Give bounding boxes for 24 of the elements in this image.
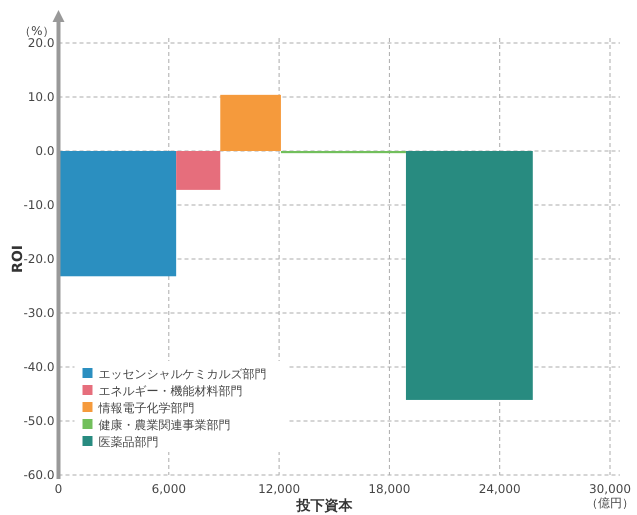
y-tick-label: -30.0 [23,306,54,320]
text: （億円） [586,496,634,510]
y-tick-label: -20.0 [23,252,54,266]
y-tick-label: -40.0 [23,360,54,374]
legend-label: 医薬品部門 [98,435,158,449]
x-tick-label: 18,000 [368,482,410,496]
y-tick-label: 0.0 [35,144,54,158]
y-tick-label: 10.0 [28,90,54,104]
legend-label: 健康・農業関連事業部門 [98,418,230,432]
x-tick-label: 12,000 [258,482,300,496]
x-tick-label: 30,000 [589,482,631,496]
y-axis-title: ROI [10,245,26,273]
x-tick-label: 24,000 [478,482,521,496]
y-tick-label: 20.0 [28,36,54,50]
legend-label: エネルギー・機能材料部門 [98,384,242,398]
legend-label: エッセンシャルケミカルズ部門 [98,367,266,381]
text: （%） [19,24,54,38]
x-axis-title: 投下資本 [295,498,354,514]
x-tick-label: 6,000 [152,482,186,496]
y-tick-label: -60.0 [23,468,54,482]
x-tick-label: 0 [54,482,62,496]
y-tick-label: -10.0 [23,198,54,212]
y-tick-label: -50.0 [23,414,54,428]
legend-label: 情報電子化学部門 [98,401,194,415]
